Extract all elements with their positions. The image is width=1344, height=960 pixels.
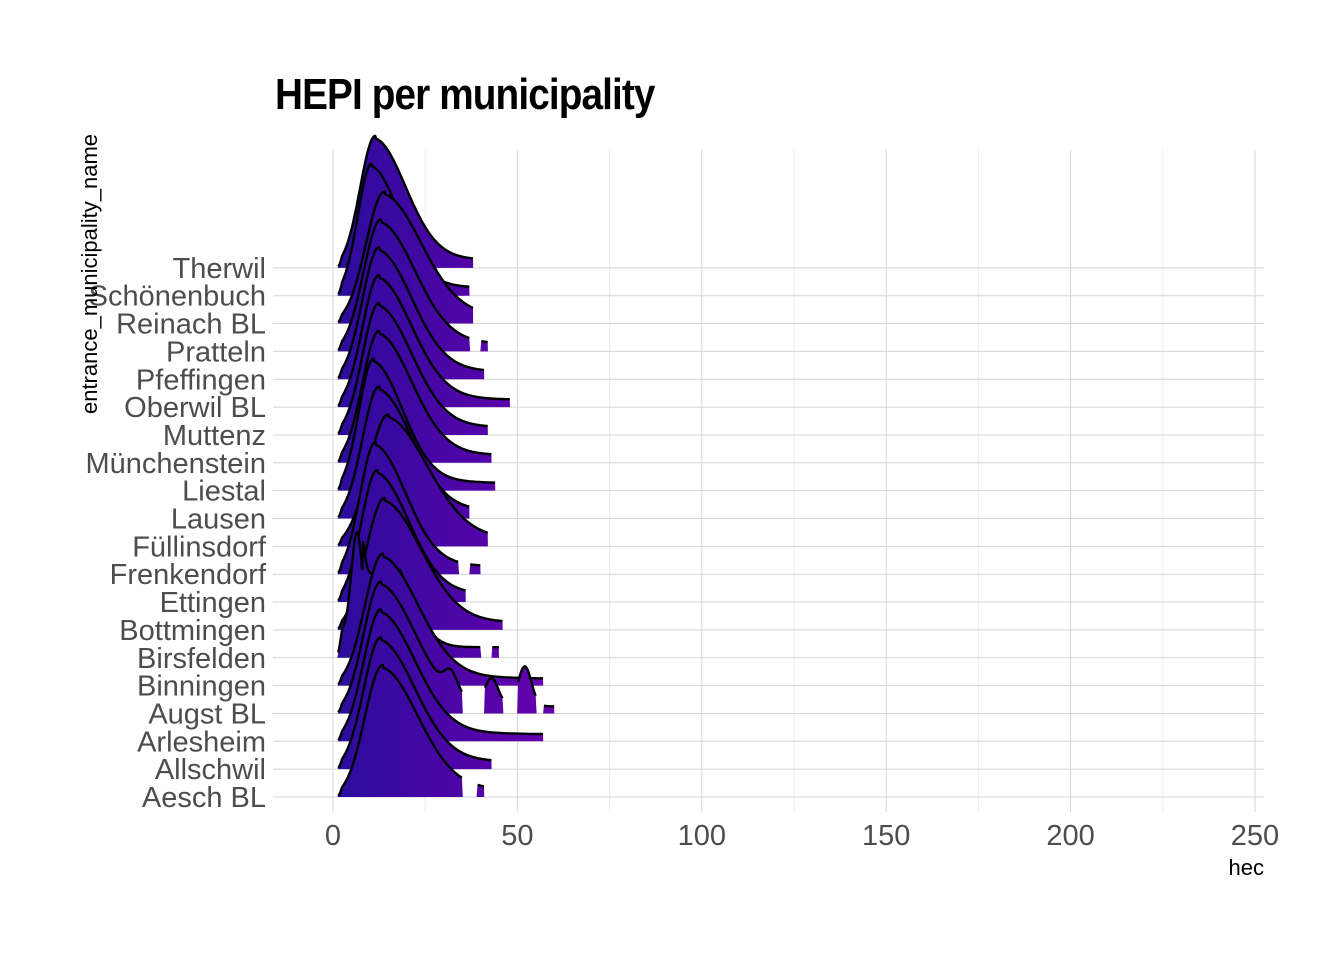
x-tick-label: 50 [501, 820, 533, 852]
y-tick-label: Aesch BL [142, 782, 266, 814]
ridge-outline [337, 636, 492, 769]
ridge-outline [337, 441, 481, 574]
y-tick-label: Füllinsdorf [132, 531, 267, 563]
ridge-outline [337, 357, 496, 490]
ridge-outline [337, 329, 492, 463]
y-tick-label: Reinach BL [116, 309, 266, 341]
chart-title: HEPI per municipality [275, 70, 655, 119]
y-tick-label: Birsfelden [137, 643, 266, 675]
ridge-outline [337, 134, 474, 268]
ridge-outline [337, 190, 474, 324]
y-tick-label: Münchenstein [85, 448, 266, 480]
y-tick-label: Pfeffingen [136, 364, 266, 396]
y-tick-label: Therwil [173, 253, 266, 285]
y-tick-label: Ettingen [160, 587, 266, 619]
y-tick-label: Allschwil [155, 754, 266, 786]
ridge-outline [337, 663, 485, 797]
grid-lines [273, 150, 1264, 812]
y-tick-label: Arlesheim [137, 726, 266, 758]
ridge-outline [337, 608, 544, 741]
x-tick-label: 0 [325, 820, 341, 852]
ridges [337, 134, 555, 797]
x-tick-label: 200 [1046, 820, 1094, 852]
y-tick-label: Oberwil BL [124, 392, 266, 424]
y-tick-label: Augst BL [148, 698, 266, 730]
y-tick-label: Schönenbuch [89, 281, 266, 313]
y-tick-label: Lausen [171, 504, 266, 536]
ridge-outline [337, 385, 470, 518]
ridge-outline [337, 301, 488, 435]
x-axis-title: hec [1229, 855, 1264, 880]
x-tick-label: 150 [862, 820, 910, 852]
y-tick-label: Frenkendorf [110, 559, 267, 591]
x-tick-label: 250 [1231, 820, 1279, 852]
y-tick-label: Pratteln [166, 336, 266, 368]
ridge-outline [337, 246, 485, 379]
ridge-outline [337, 218, 488, 351]
x-tick-label: 100 [678, 820, 726, 852]
ridge-series [337, 663, 485, 797]
y-axis-title: entrance_municipality_name [77, 134, 102, 414]
ridge-outline [337, 580, 555, 713]
x-tick-labels: 0 50 100 150 200 250 [325, 820, 1279, 852]
ridge-outline [337, 468, 466, 602]
y-tick-label: Bottmingen [119, 615, 266, 647]
ridge-outline [337, 552, 544, 686]
y-tick-label: Binningen [137, 671, 266, 703]
y-tick-label: Liestal [182, 476, 266, 508]
ridge-outline [337, 273, 511, 407]
ridge-fill [337, 665, 485, 797]
y-tick-label: Muttenz [163, 420, 266, 452]
